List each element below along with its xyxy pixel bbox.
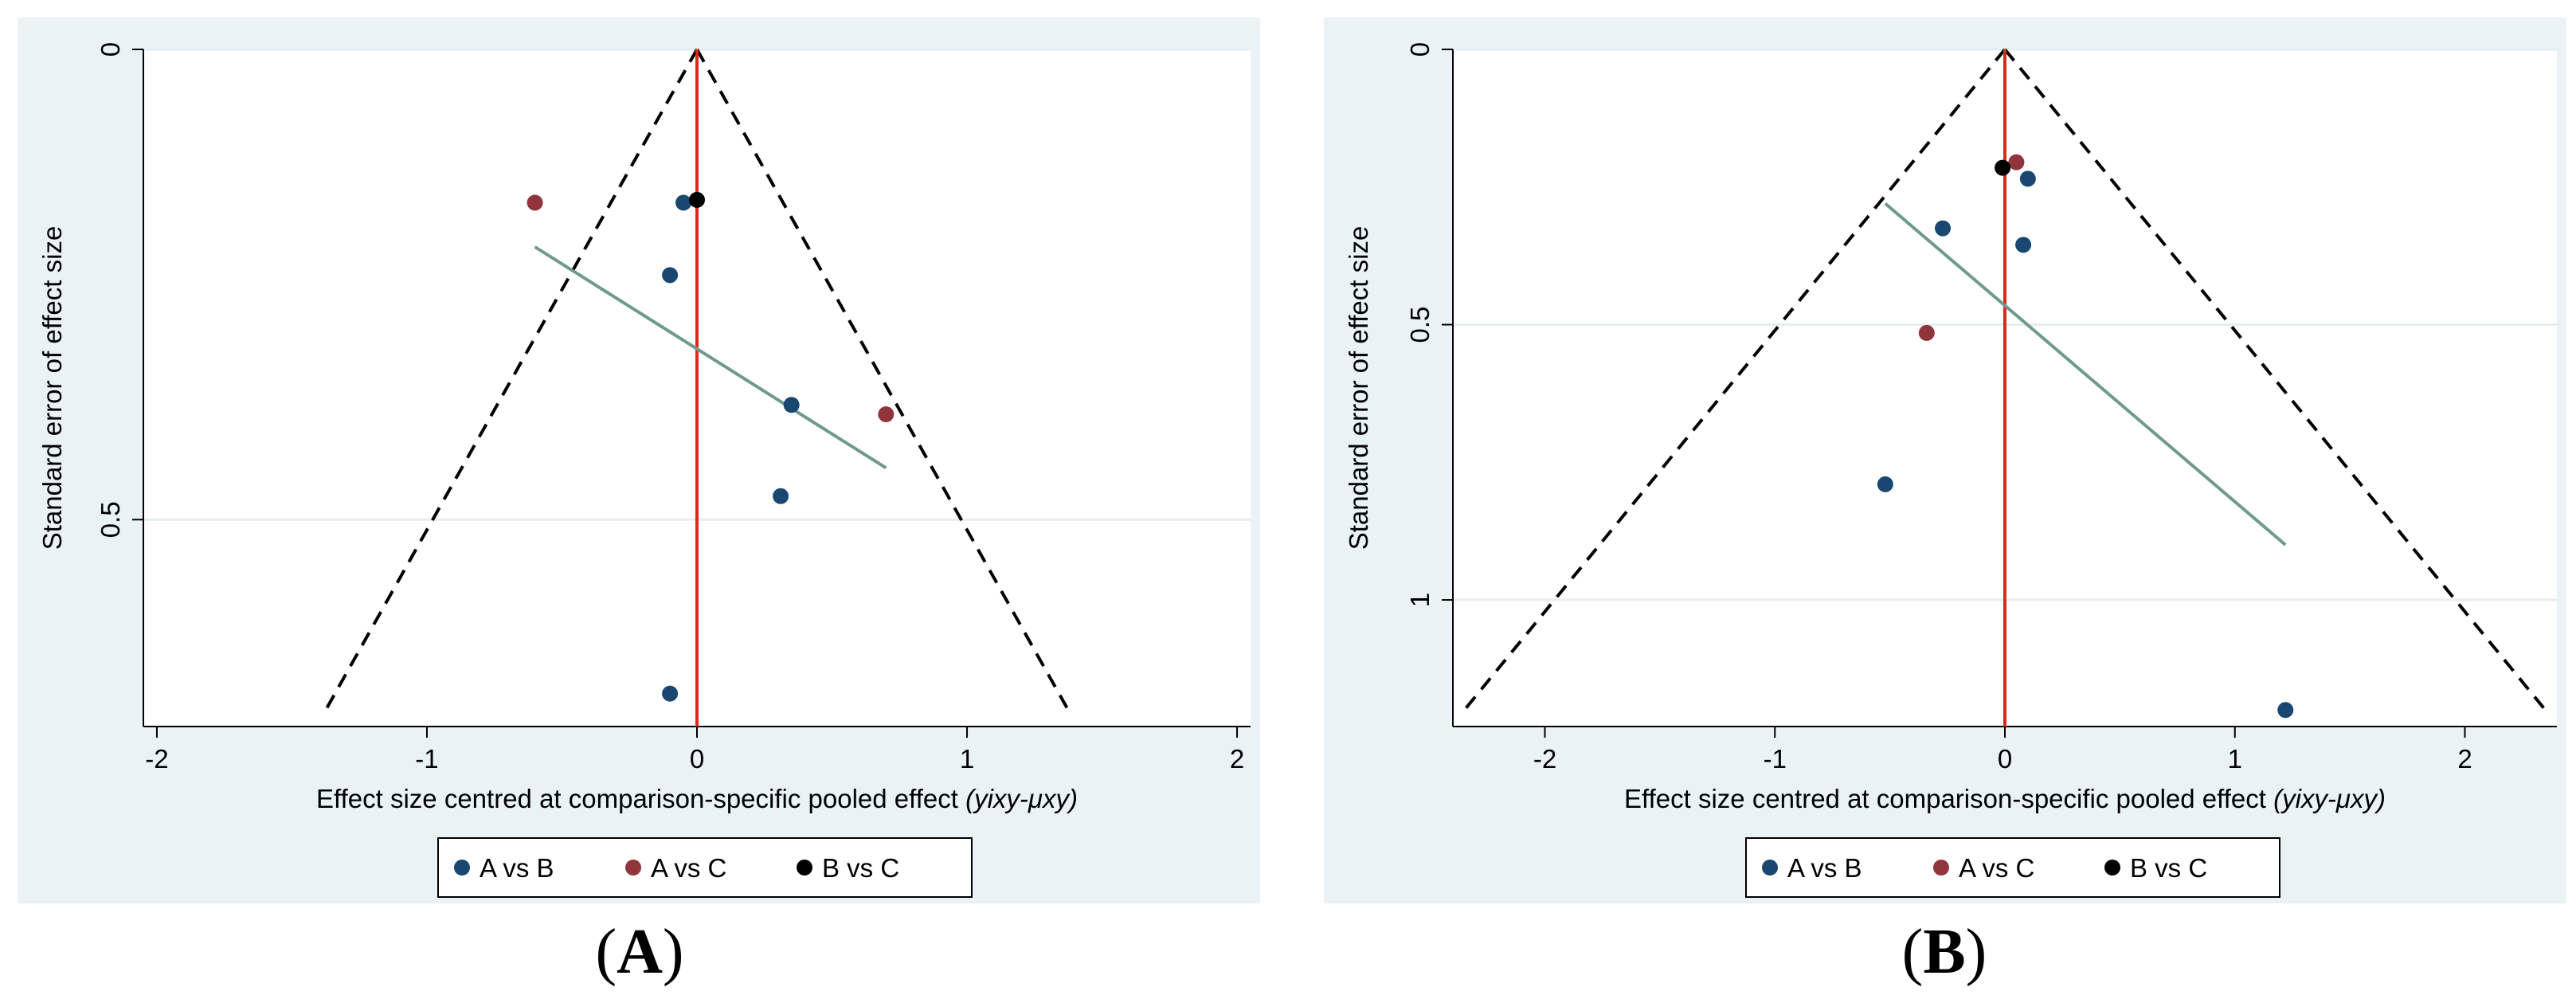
y-tick-label: 0.5 [1405, 307, 1435, 343]
x-axis-title-text: Effect size centred at comparison-specif… [1624, 784, 2273, 813]
y-tick-label: 0 [96, 42, 125, 57]
legend-label-1: A vs C [1959, 853, 2034, 883]
y-axis-title: Standard error of effect size [1344, 226, 1373, 550]
legend-label-0: A vs B [1787, 853, 1862, 883]
x-tick-label: 1 [2228, 744, 2242, 774]
funnel-plot-b: -2 -1 0 1 2 0 0.5 1 Standard error of effect siz… [1344, 42, 2557, 898]
legend-label-0: A vs B [480, 853, 554, 883]
legend-marker-1 [1933, 860, 1949, 876]
panel-a: -2 -1 0 1 2 0 0.5 Standard error of effect size… [18, 18, 1260, 903]
caption-a: (A) [595, 917, 684, 987]
legend-marker-2 [797, 860, 812, 876]
legend-marker-0 [454, 860, 470, 876]
x-tick-label: 0 [1998, 744, 2012, 774]
point-a-vs-b-3 [1877, 476, 1893, 492]
x-axis-title-text: Effect size centred at comparison-specif… [316, 784, 965, 813]
point-a-vs-b-4 [2277, 702, 2294, 719]
funnel-plot-a: -2 -1 0 1 2 0 0.5 Standard error of effect size… [37, 42, 1251, 898]
point-a-vs-c-0 [2008, 154, 2025, 170]
x-axis-title-formula: (yixy-μxy) [965, 784, 1078, 813]
x-axis-title: Effect size centred at comparison-specif… [1624, 784, 2386, 813]
x-tick-label: 2 [2457, 744, 2472, 774]
legend-marker-0 [1762, 860, 1778, 876]
legend-box [437, 837, 973, 898]
x-axis-title-formula: (yixy-μxy) [2273, 784, 2386, 813]
caption-b: (B) [1901, 917, 1987, 987]
point-a-vs-b-1 [1935, 220, 1952, 237]
panel-b: -2 -1 0 1 2 0 0.5 1 Standard error of effect siz… [1324, 18, 2566, 903]
x-tick-label: -2 [145, 744, 168, 774]
x-tick-label: 0 [690, 744, 704, 774]
regression-line [534, 245, 887, 470]
point-a-vs-b-1 [662, 267, 679, 284]
x-tick-label: 1 [960, 744, 974, 774]
funnel-left-line [325, 49, 699, 709]
point-a-vs-b-2 [2015, 237, 2032, 253]
legend-label-2: B vs C [822, 853, 899, 883]
point-a-vs-b-0 [2019, 170, 2036, 187]
point-a-vs-b-3 [773, 488, 789, 504]
point-a-vs-b-4 [662, 685, 679, 702]
x-tick-label: -1 [1764, 744, 1787, 774]
legend-marker-2 [2104, 860, 2120, 876]
legend-label-1: A vs C [651, 853, 726, 883]
x-tick-label: 2 [1230, 744, 1244, 774]
point-a-vs-c-1 [878, 406, 895, 423]
x-axis-title: Effect size centred at comparison-specif… [316, 784, 1078, 813]
point-b-vs-c-0 [1995, 159, 2011, 176]
caption-a-letter: A [617, 917, 663, 987]
point-a-vs-b-2 [783, 397, 800, 413]
x-tick-label: -1 [415, 744, 438, 774]
funnel-right-line [695, 49, 1069, 709]
point-a-vs-c-1 [1918, 324, 1935, 341]
caption-b-letter: B [1923, 917, 1966, 987]
point-a-vs-b-0 [675, 194, 692, 211]
y-tick-label: 1 [1405, 593, 1435, 607]
legend-marker-1 [625, 860, 641, 876]
regression-line [1884, 202, 2287, 546]
legend-label-2: B vs C [2130, 853, 2207, 883]
legend-box [1745, 837, 2280, 898]
y-axis-title: Standard error of effect size [37, 226, 67, 550]
point-b-vs-c-0 [689, 191, 705, 208]
y-tick-label: 0 [1405, 42, 1435, 57]
y-tick-label: 0.5 [96, 501, 125, 538]
x-tick-label: -2 [1533, 744, 1556, 774]
point-a-vs-c-0 [527, 194, 543, 211]
